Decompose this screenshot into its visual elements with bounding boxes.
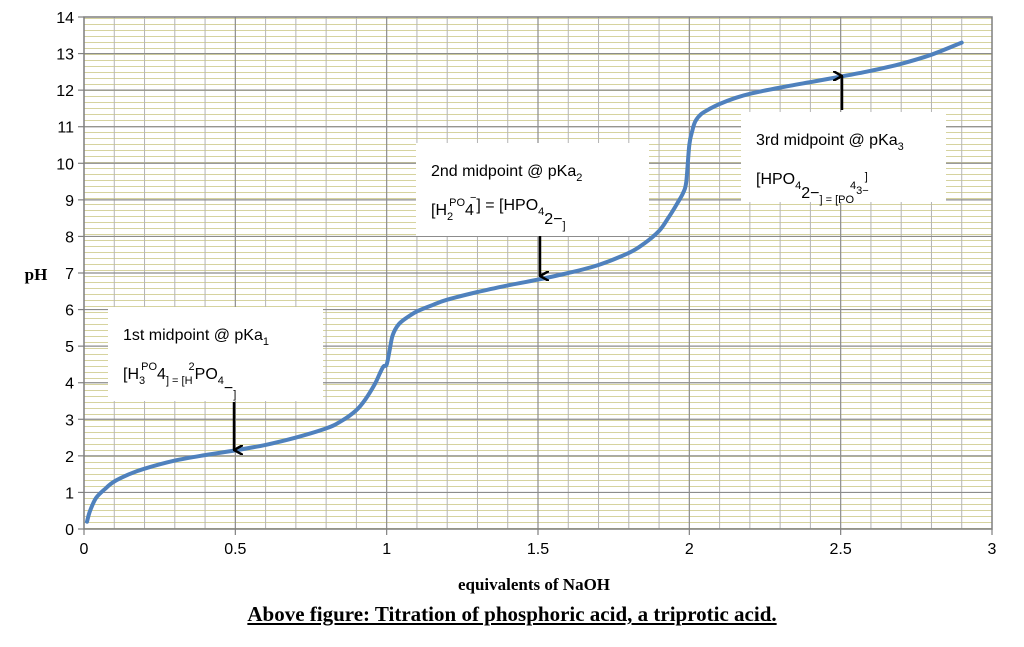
y-tick-label: 12 [56, 83, 74, 100]
y-tick-label: 9 [65, 193, 74, 210]
x-tick-label: 3 [988, 541, 997, 558]
annotation-title: 2nd midpoint @ pKa2 [431, 163, 582, 184]
annotation-title: 1st midpoint @ pKa1 [123, 327, 269, 348]
y-tick-label: 5 [65, 339, 74, 356]
y-axis-label: pH [25, 265, 48, 284]
y-tick-label: 7 [65, 266, 74, 283]
x-tick-label: 1.5 [527, 541, 549, 558]
y-tick-label: 6 [65, 303, 74, 320]
annotation-box [741, 112, 946, 202]
annotation-equation: [H2PO4−] = [HPO42−] [431, 192, 566, 232]
annotation-equation: [H3PO4] = [H2PO4−] [123, 361, 236, 401]
x-axis-label: equivalents of NaOH [458, 575, 610, 594]
x-tick-label: 1 [382, 541, 391, 558]
annotation-box [416, 143, 649, 236]
x-tick-label: 2.5 [830, 541, 852, 558]
y-tick-label: 13 [56, 47, 74, 64]
x-tick-label: 2 [685, 541, 694, 558]
y-tick-label: 2 [65, 449, 74, 466]
x-tick-label: 0 [80, 541, 89, 558]
x-tick-label: 0.5 [224, 541, 246, 558]
y-tick-label: 1 [65, 485, 74, 502]
annotation-equation: [HPO42−] = [PO43−] [756, 171, 869, 206]
titration-curve [85, 40, 964, 524]
y-tick-label: 4 [65, 376, 74, 393]
y-tick-label: 0 [65, 522, 74, 539]
y-tick-label: 14 [56, 10, 74, 27]
figure-caption: Above figure: Titration of phosphoric ac… [247, 602, 777, 626]
annotation-box [108, 307, 323, 401]
y-tick-label: 3 [65, 412, 74, 429]
annotation-title: 3rd midpoint @ pKa3 [756, 132, 904, 153]
y-tick-label: 8 [65, 229, 74, 246]
y-tick-label: 10 [56, 156, 74, 173]
y-tick-label: 11 [57, 120, 74, 137]
